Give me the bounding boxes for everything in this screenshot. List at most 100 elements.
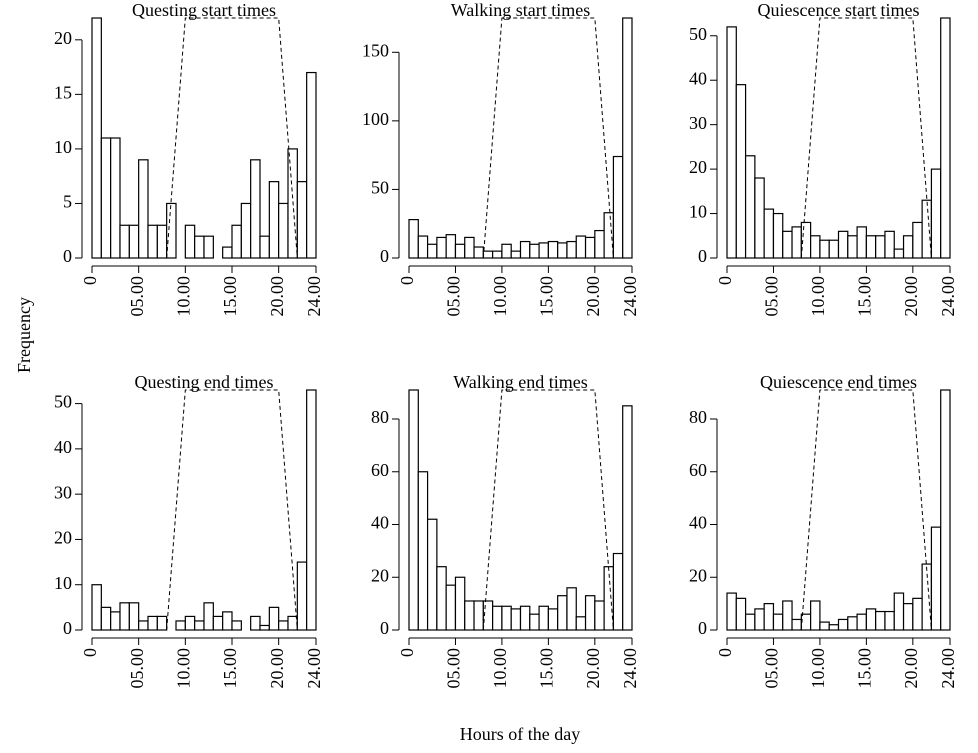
bar [519,240,531,259]
bar [912,597,923,631]
bar [884,230,895,259]
y-tick-label: 80 [371,407,389,427]
y-tick-label: 40 [371,513,389,533]
bar [594,229,605,259]
bar [501,243,512,259]
bar [772,613,784,631]
bar [735,84,747,259]
x-tick-label: 0 [397,276,417,285]
bar [819,621,830,631]
bar [128,602,140,631]
x-tick-label: 24.00 [620,648,640,689]
chart-title: Questing end times [135,372,274,392]
x-tick-label: 0 [715,648,735,657]
y-tick-label: 0 [63,246,72,266]
x-tick-label: 24.00 [938,276,958,317]
y-axis-label: Frequency [14,297,34,373]
x-tick-label: 05.00 [762,276,782,317]
bar [231,224,242,259]
bar [268,181,280,259]
x-tick-label: 20.00 [267,648,287,689]
bar [91,584,102,631]
x-tick-label: 20.00 [901,648,921,689]
bar [529,243,540,259]
bar [454,576,466,631]
light-profile [800,17,932,259]
x-tick-label: 10.00 [490,276,510,317]
x-tick-label: 0 [715,276,735,285]
x-tick-label: 0 [397,648,417,657]
bar [110,611,121,631]
x-tick-label: 15.00 [220,648,240,689]
bar [810,235,821,259]
x-tick-label: 05.00 [444,276,464,317]
bar [306,71,317,259]
bar [278,620,289,631]
y-tick-label: 50 [689,24,707,44]
y-tick-label: 20 [689,565,707,585]
bar [782,230,793,259]
x-tick-label: 20.00 [583,648,603,689]
y-tick-label: 40 [54,437,72,457]
x-tick-label: 24.00 [620,276,640,317]
chart-title: Quiescence end times [760,372,917,392]
x-tick-label: 24.00 [304,648,324,689]
chart-title: Questing start times [132,0,276,20]
bar [156,224,168,259]
panel: Quiescence end times 0 20 40 60 80 0 05.00 10.00… [689,372,958,689]
bar [417,471,429,631]
x-tick-label: 0 [80,276,100,285]
bar [575,235,587,259]
bar [110,137,121,259]
bar [287,615,298,631]
bar [754,608,765,631]
bar [940,17,951,259]
bar [510,250,522,259]
panel: Quiescence start times 0 10 20 30 40 50 0 05.00 1… [689,0,958,317]
bar [754,177,765,259]
bar [902,603,914,631]
x-tick-label: 05.00 [127,648,147,689]
bar [856,613,867,631]
bar [547,608,559,631]
bar [147,224,158,259]
bar [250,159,261,259]
bar [519,605,531,631]
light-profile [166,17,298,259]
bar [510,608,522,631]
bar [119,602,130,631]
bar [464,600,475,631]
bar [259,235,270,259]
x-tick-label: 24.00 [304,276,324,317]
y-tick-label: 150 [362,40,389,60]
y-tick-label: 60 [371,460,389,480]
bar [166,202,177,259]
bar [296,561,308,631]
x-tick-label: 0 [80,648,100,657]
bar [875,235,886,259]
bar [426,243,438,259]
bar [622,17,633,259]
chart-title: Walking end times [453,372,588,392]
x-tick-label: 15.00 [220,276,240,317]
bar [828,624,840,631]
bar [268,606,280,631]
x-tick-label: 10.00 [808,648,828,689]
x-tick-label: 10.00 [808,276,828,317]
y-tick-label: 20 [54,28,72,48]
bar [426,518,438,631]
bar [566,240,577,259]
bar [791,226,802,259]
light-profile [482,17,614,259]
bar [147,615,158,631]
bar [119,224,130,259]
y-tick-label: 30 [54,482,72,502]
bar [726,26,737,259]
bar [91,17,102,259]
bar [865,235,877,259]
bar [203,235,214,259]
bar [436,566,447,631]
y-tick-label: 100 [362,109,389,129]
bar [184,615,196,631]
bar [547,240,559,259]
